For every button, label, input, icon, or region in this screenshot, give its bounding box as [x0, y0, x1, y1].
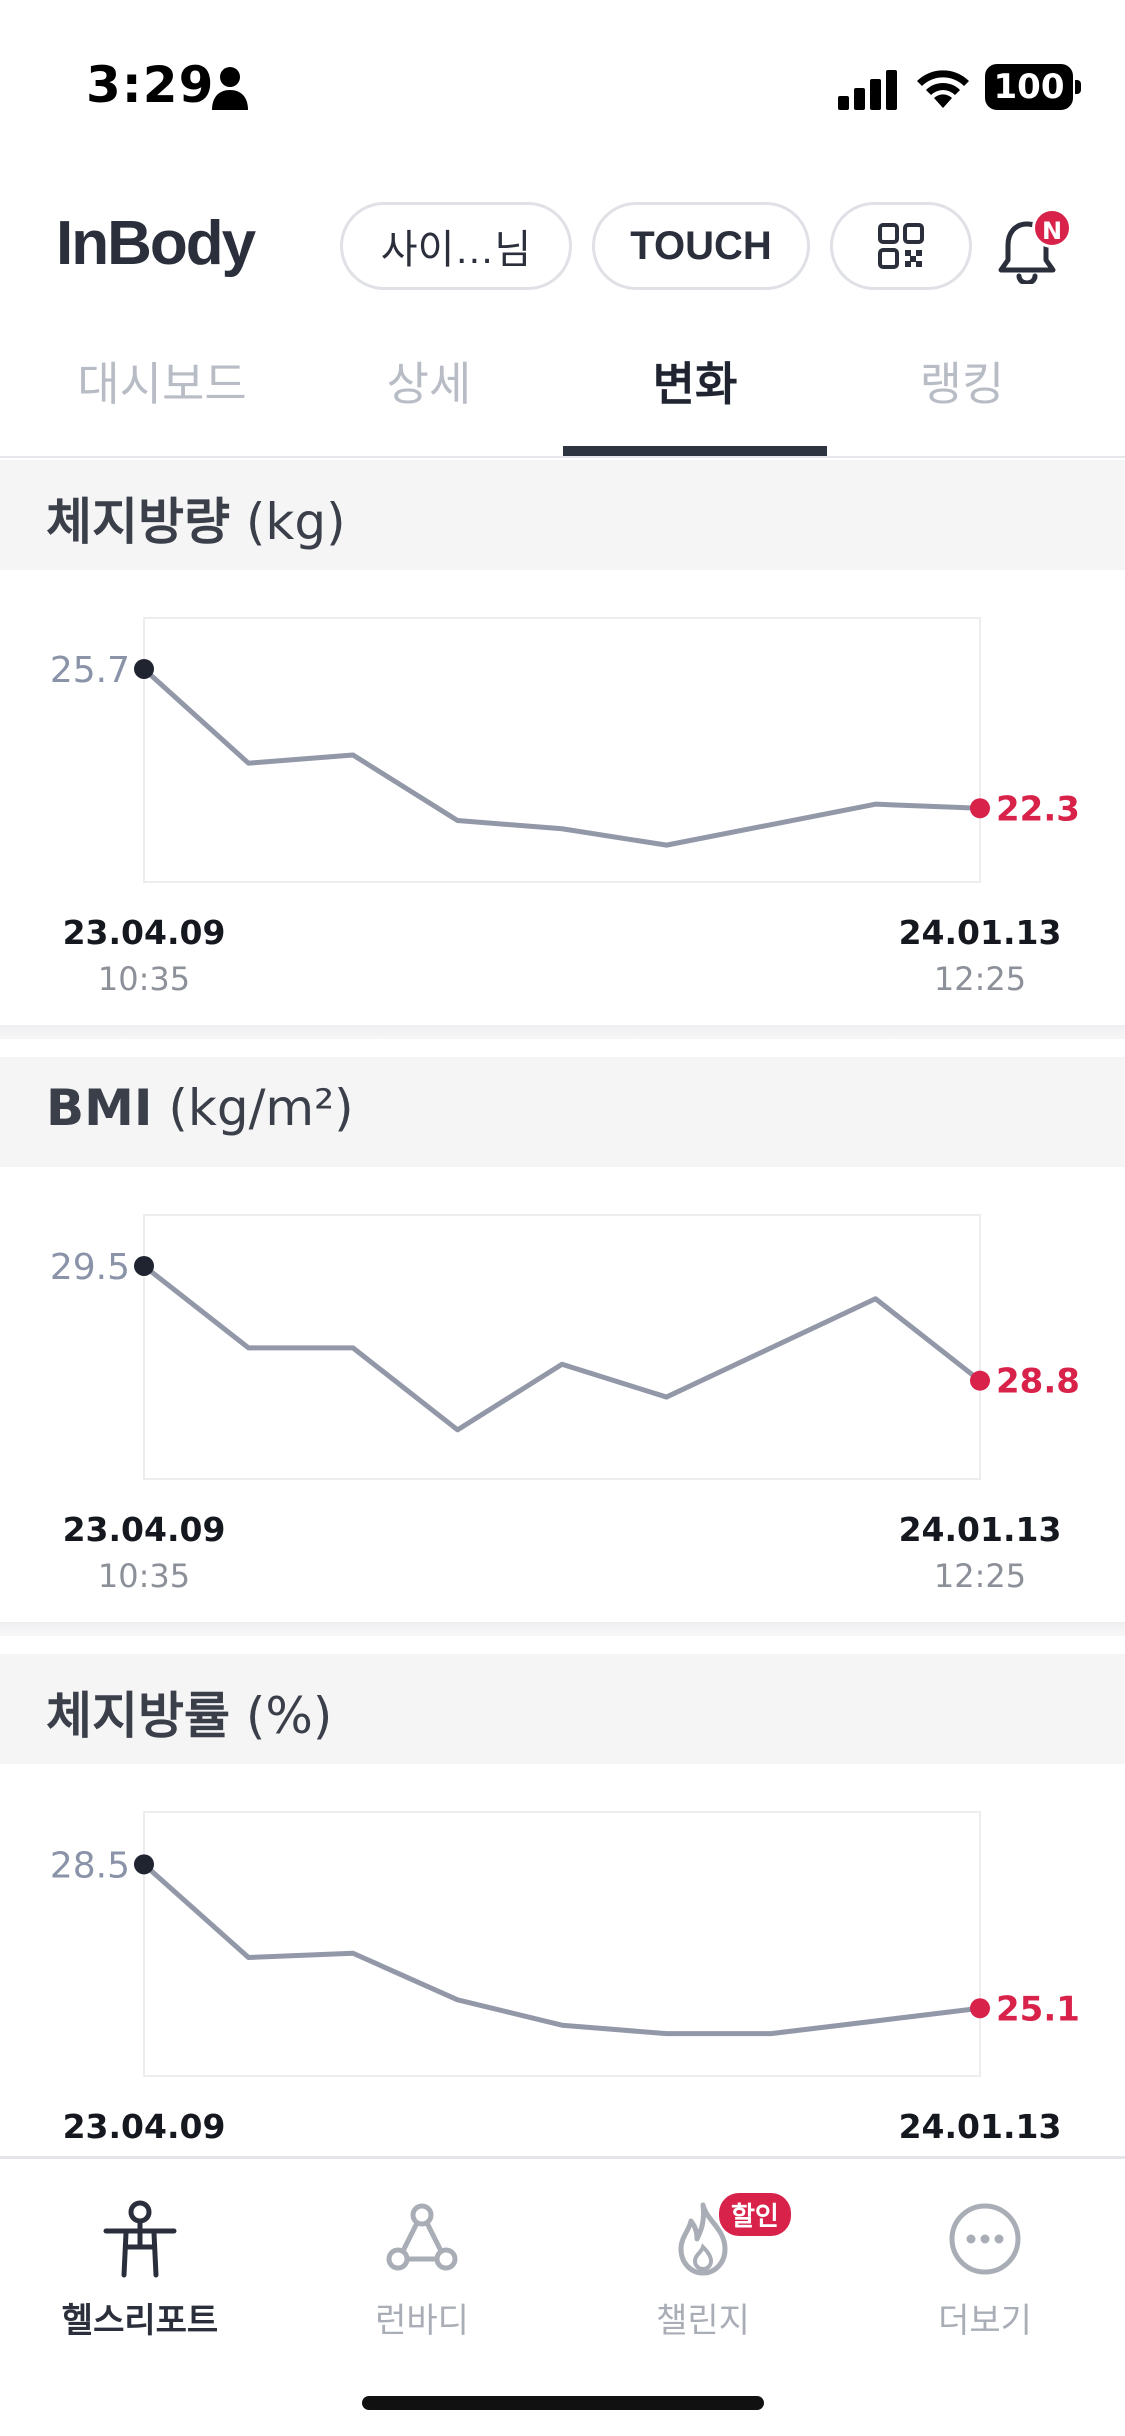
tab-bar: 대시보드 상세 변화 랭킹	[0, 330, 1125, 458]
flame-icon	[678, 2202, 728, 2276]
notification-badge: N	[1032, 208, 1072, 248]
nav-label: 헬스리포트	[61, 2301, 219, 2341]
tab-ranking[interactable]: 랭킹	[919, 357, 1005, 411]
network-nodes-icon	[386, 2203, 458, 2271]
nav-label: 챌린지	[656, 2301, 750, 2341]
inbody-logo: InBody	[56, 209, 256, 278]
first-value-label: 28.5	[50, 1845, 130, 1886]
wifi-icon	[917, 70, 969, 108]
first-data-point	[134, 1255, 154, 1276]
end-date-label: 24.01.13	[899, 913, 1062, 952]
status-time: 3:29	[86, 56, 215, 114]
start-date-label: 23.04.09	[63, 1510, 226, 1549]
section-title: 체지방량 (kg)	[46, 493, 346, 551]
last-data-point	[970, 798, 990, 819]
series-line	[142, 1862, 981, 2037]
bottom-navigation: 헬스리포트 런바디 챌린지 할인 더보기	[0, 2156, 1125, 2436]
person-icon	[212, 67, 248, 110]
first-data-point	[134, 658, 154, 679]
nav-runbody[interactable]: 런바디	[322, 2199, 522, 2342]
end-time-label: 12:25	[934, 1557, 1026, 1595]
home-indicator	[362, 2396, 764, 2410]
user-profile-button[interactable]: 사이…님	[340, 202, 572, 290]
chart-card-body-fat-mass[interactable]: 25.7 22.3 23.04.09 10:35 24.01.13 12:25	[0, 570, 1125, 1025]
qr-code-icon	[878, 223, 924, 269]
plot-frame	[143, 617, 981, 883]
qr-code-button[interactable]	[830, 202, 972, 290]
section-divider	[0, 1622, 1125, 1636]
start-time-label: 10:35	[98, 960, 190, 998]
more-dots-icon	[949, 2203, 1021, 2275]
body-fat-mass-chart: 25.7 22.3 23.04.09 10:35 24.01.13 12:25	[50, 617, 1080, 998]
last-value-label: 22.3	[996, 789, 1080, 829]
tab-dashboard[interactable]: 대시보드	[77, 357, 247, 411]
last-value-label: 28.8	[996, 1362, 1080, 1402]
start-date-label: 23.04.09	[63, 2107, 226, 2146]
nav-more[interactable]: 더보기	[885, 2199, 1085, 2342]
section-title: BMI (kg/m²)	[46, 1079, 354, 1137]
section-title: 체지방률 (%)	[46, 1687, 333, 1745]
nav-label: 더보기	[938, 2301, 1032, 2341]
series-line	[142, 1264, 982, 1433]
last-data-point	[970, 1998, 990, 2019]
section-divider	[0, 1025, 1125, 1039]
plot-frame	[143, 1811, 981, 2077]
app-header: InBody 사이…님 TOUCH N	[0, 190, 1125, 300]
first-value-label: 29.5	[50, 1247, 130, 1288]
last-data-point	[970, 1370, 990, 1391]
section-header-body-fat-percentage: 체지방률 (%)	[0, 1654, 1125, 1764]
bmi-chart: 29.5 28.8 23.04.09 10:35 24.01.13 12:25	[50, 1214, 1080, 1595]
start-time-label: 10:35	[98, 1557, 190, 1595]
touch-button[interactable]: TOUCH	[592, 202, 810, 290]
tab-detail[interactable]: 상세	[386, 357, 472, 411]
first-value-label: 25.7	[50, 650, 130, 691]
end-date-label: 24.01.13	[899, 1510, 1062, 1549]
nav-challenge[interactable]: 챌린지 할인	[603, 2193, 803, 2342]
start-date-label: 23.04.09	[63, 913, 226, 952]
end-time-label: 12:25	[934, 960, 1026, 998]
section-header-bmi: BMI (kg/m²)	[0, 1057, 1125, 1167]
tab-change[interactable]: 변화	[652, 357, 738, 411]
series-line	[142, 667, 981, 848]
end-date-label: 24.01.13	[899, 2107, 1062, 2146]
first-data-point	[134, 1854, 154, 1875]
battery-indicator: 100	[985, 64, 1081, 110]
last-value-label: 25.1	[996, 1989, 1080, 2029]
nav-health-report[interactable]: 헬스리포트	[40, 2199, 240, 2342]
section-header-body-fat-mass: 체지방량 (kg)	[0, 460, 1125, 570]
discount-badge: 할인	[719, 2193, 791, 2236]
status-bar: 3:29 100	[0, 0, 1125, 170]
cellular-signal-icon	[838, 70, 897, 110]
body-person-icon	[103, 2200, 177, 2278]
nav-label: 런바디	[375, 2301, 469, 2341]
tab-active-indicator	[563, 446, 827, 456]
plot-frame	[143, 1214, 981, 1480]
notification-button[interactable]: N	[996, 208, 1076, 288]
chart-card-bmi[interactable]: 29.5 28.8 23.04.09 10:35 24.01.13 12:25	[0, 1167, 1125, 1622]
